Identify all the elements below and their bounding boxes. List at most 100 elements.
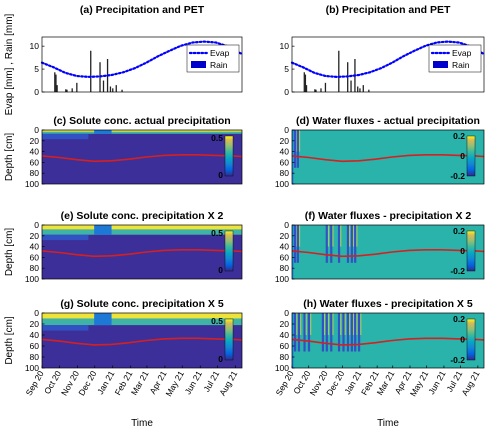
flux-stripe-highlight: [298, 130, 301, 152]
surface-gap: [94, 313, 112, 326]
y-tick-label: 20: [30, 136, 40, 146]
flux-stripe-highlight: [356, 225, 358, 247]
panel-c: (c) Solute conc. actual precipitation 0.5…: [4, 115, 243, 189]
y-axis-label: Evap [mm] , Rain [mm]: [4, 13, 15, 115]
axes-frame: [291, 312, 485, 369]
y-tick-label: 20: [280, 136, 290, 146]
flux-stripe: [296, 225, 299, 263]
y-tick-label: 0: [34, 87, 39, 97]
y-tick-label: 80: [280, 263, 290, 273]
flux-stripe-highlight: [296, 313, 298, 335]
flux-stripe: [350, 313, 353, 352]
rain-bar: [303, 72, 305, 92]
root-depth-line: [41, 337, 243, 346]
panel-d: (d) Water fluxes - actual precipitation 0…: [275, 115, 485, 189]
y-tick-label: 20: [280, 319, 290, 329]
flux-stripe: [354, 313, 357, 352]
rain-bar: [109, 86, 112, 92]
flux-stripe: [337, 225, 341, 263]
root-depth-line: [291, 249, 485, 258]
flux-stripe: [303, 313, 306, 352]
flux-stripe-highlight: [344, 313, 346, 335]
y-tick-label: 80: [30, 263, 40, 273]
y-tick-label: 80: [30, 352, 40, 362]
flux-stripe-highlight: [298, 225, 301, 247]
legend-evap-label: Evap: [452, 48, 472, 58]
axes-frame: [291, 36, 485, 93]
y-tick-label: 60: [280, 341, 290, 351]
flux-stripe: [297, 313, 301, 352]
colorbar: [224, 318, 234, 361]
flux-stripe: [354, 225, 357, 263]
flux-stripe: [321, 313, 325, 352]
flux-stripe-highlight: [352, 313, 355, 335]
legend-rain-swatch: [433, 61, 448, 68]
subsurface-band: [42, 325, 89, 331]
flux-stripe-highlight: [324, 313, 326, 335]
x-tick-label: Sep 20: [24, 369, 46, 398]
rain-bar: [115, 85, 117, 92]
subsurface-band: [42, 133, 89, 140]
flux-stripe-highlight: [300, 313, 302, 335]
colorbar-tick-label: 0: [218, 354, 223, 364]
root-depth-line: [41, 249, 243, 258]
y-tick-label: 20: [30, 319, 40, 329]
flux-stripe: [293, 313, 297, 352]
y-tick-label: 40: [30, 147, 40, 157]
panel-h: (h) Water fluxes - precipitation X 5 0.2 0…: [275, 298, 485, 373]
panel-f: (f) Water fluxes - precipitation X 2 0.2 0…: [275, 210, 485, 284]
rain-bar: [357, 86, 359, 92]
flux-stripe: [325, 313, 328, 352]
colorbar-tick-label: 0: [218, 265, 223, 275]
root-depth-line: [41, 154, 243, 163]
panel-a: (a) Precipitation and PET 0 5 10 Evap Rain Eva…: [4, 4, 244, 115]
panel-title: (c) Solute conc. actual precipitation: [53, 115, 230, 127]
y-tick-label: 100: [275, 179, 289, 189]
rain-bar: [304, 74, 307, 92]
y-tick-label: 0: [284, 87, 289, 97]
colorbar: [466, 135, 476, 177]
y-tick-label: 80: [280, 352, 290, 362]
flux-stripe-highlight: [305, 313, 307, 335]
y-tick-label: 100: [275, 274, 289, 284]
flux-stripe: [346, 225, 350, 263]
y-tick-label: 60: [280, 157, 290, 167]
axes-frame: [291, 224, 485, 280]
flux-stripe-highlight: [332, 225, 334, 247]
panel-e: (e) Solute conc. precipitation X 20.5002…: [4, 210, 243, 284]
surface-band-top: [42, 130, 242, 132]
panel-g: (g) Solute conc. precipitation X 50.5002…: [4, 298, 243, 373]
flux-stripe-highlight: [340, 313, 342, 335]
rain-bar: [305, 85, 308, 92]
y-tick-label: 5: [284, 64, 289, 74]
colorbar-tick-label: 0: [460, 151, 465, 161]
x-tick-label: Jun 21: [183, 369, 205, 396]
flux-stripe: [330, 313, 333, 352]
x-tick-label: Aug 21: [459, 369, 481, 398]
panel-title: (h) Water fluxes - precipitation X 5: [303, 298, 473, 310]
flux-stripe: [337, 313, 341, 352]
y-tick-label: 40: [30, 330, 40, 340]
y-tick-label: 0: [284, 125, 289, 135]
rain-bar: [350, 80, 352, 92]
heatmap-edge: [292, 225, 294, 279]
y-tick-label: 0: [34, 308, 39, 318]
axes-frame: [41, 224, 243, 280]
heatmap-edge: [292, 130, 294, 184]
y-tick-label: 20: [280, 231, 290, 241]
surface-band: [42, 225, 242, 235]
axes-frame: [41, 36, 243, 93]
legend-rain-label: Rain: [210, 60, 228, 70]
x-axis-label: Time: [131, 418, 153, 429]
rain-bar: [359, 88, 361, 92]
surface-gap: [94, 225, 112, 235]
flux-stripe-highlight: [356, 313, 358, 335]
y-tick-label: 100: [25, 274, 39, 284]
rain-bar: [314, 89, 316, 92]
y-tick-label: 60: [30, 157, 40, 167]
surface-band-top: [42, 225, 242, 230]
rain-bar: [102, 80, 105, 92]
root-depth-line: [291, 154, 485, 163]
